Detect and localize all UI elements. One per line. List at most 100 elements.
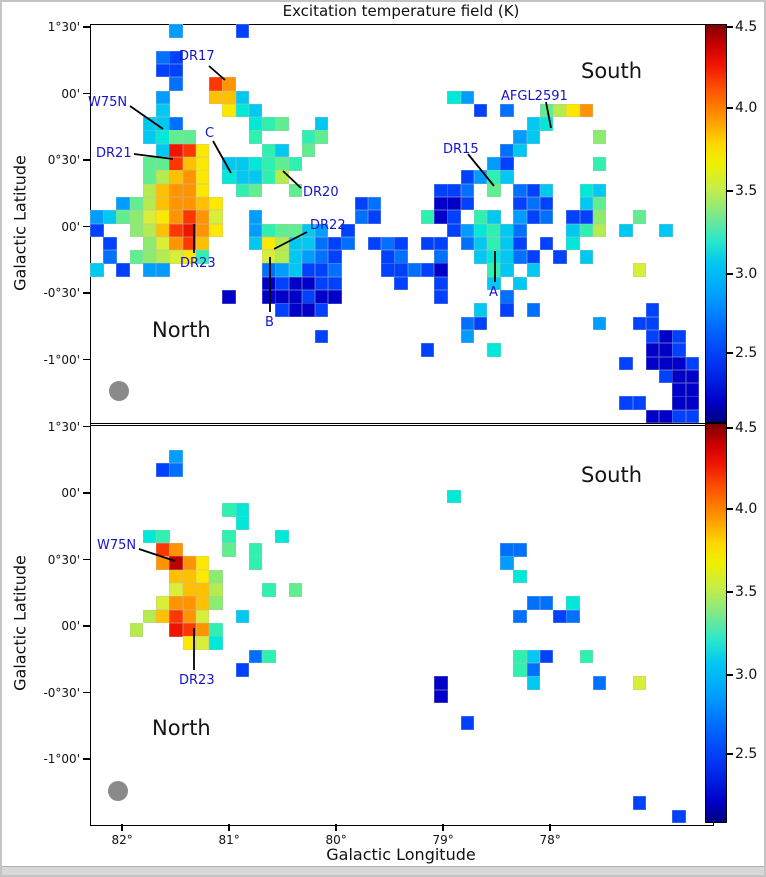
y-tick-mark: [83, 26, 90, 28]
heat-cell: [156, 183, 170, 198]
y-tick-mark: [83, 758, 90, 760]
heat-cell: [169, 596, 183, 610]
heat-cell: [328, 290, 342, 304]
heat-cell: [513, 236, 527, 251]
heat-cell: [142, 157, 157, 171]
heat-cell: [262, 236, 276, 251]
heat-cell: [262, 263, 276, 277]
annotation-label-w75n: W75N: [88, 95, 128, 110]
heat-cell: [513, 543, 527, 557]
heat-cell: [275, 236, 289, 251]
heat-cell: [262, 290, 276, 304]
heat-cell: [301, 303, 316, 317]
heat-cell: [619, 356, 633, 371]
heat-cell: [354, 196, 369, 211]
heat-cell: [434, 263, 448, 277]
heat-cell: [262, 583, 276, 597]
heat-cell: [539, 596, 554, 610]
heat-cell: [248, 543, 263, 557]
heat-cell: [434, 276, 448, 291]
x-tick-mark: [335, 824, 337, 831]
heat-cell: [142, 183, 157, 198]
heat-cell: [301, 276, 316, 291]
heat-cell: [381, 263, 395, 277]
heat-cell: [156, 143, 170, 158]
heat-cell: [500, 250, 514, 264]
heat-cell: [262, 223, 276, 238]
heat-cell: [235, 609, 250, 624]
heat-cell: [275, 276, 289, 291]
heat-cell: [103, 210, 117, 224]
heat-cell: [672, 356, 686, 371]
heat-cell: [566, 236, 580, 251]
heat-cell: [156, 130, 170, 144]
heat-cell: [301, 263, 316, 277]
heat-cell: [209, 596, 223, 610]
heat-cell: [526, 303, 541, 317]
heat-cell: [500, 143, 514, 158]
heat-cell: [672, 809, 686, 824]
heat-cell: [592, 316, 607, 331]
heat-cell: [209, 90, 223, 105]
heat-cell: [169, 449, 183, 464]
colorbar-tick-mark: [727, 508, 733, 510]
heat-cell: [288, 290, 303, 304]
heat-cell: [248, 236, 263, 251]
heat-cell: [182, 596, 197, 610]
colorbar-tick-mark: [727, 26, 733, 28]
heat-cell: [328, 276, 342, 291]
heat-cell: [169, 130, 183, 144]
heat-cell: [513, 223, 527, 238]
heat-cell: [539, 210, 554, 224]
heat-cell: [513, 250, 527, 264]
y-tick-mark: [83, 625, 90, 627]
x-tick-label: 82°: [111, 833, 133, 847]
heat-cell: [500, 157, 514, 171]
heat-cell: [288, 183, 303, 198]
y-tick-mark: [83, 292, 90, 294]
heat-cell: [169, 623, 183, 637]
heat-cell: [592, 157, 607, 171]
heat-cell: [129, 196, 144, 211]
heat-cell: [156, 609, 170, 624]
heat-cell: [592, 210, 607, 224]
annotation-label-w75n: W75N: [97, 538, 137, 553]
heat-cell: [645, 409, 660, 424]
heat-cell: [526, 130, 541, 144]
colorbar-bottom: [705, 423, 727, 823]
heat-cell: [235, 503, 250, 517]
heat-cell: [248, 170, 263, 184]
heat-cell: [156, 210, 170, 224]
heat-cell: [460, 170, 475, 184]
heat-cell: [592, 223, 607, 238]
heat-cell: [487, 263, 501, 277]
heat-cell: [447, 223, 461, 238]
colorbar-tick-label: 3.5: [735, 183, 758, 199]
heat-cell: [460, 236, 475, 251]
heat-cell: [314, 223, 329, 238]
x-tick-label: 80°: [325, 833, 347, 847]
heat-cell: [566, 103, 580, 118]
heat-cell: [381, 236, 395, 251]
y-tick-mark: [83, 92, 90, 95]
colorbar-tick-mark: [727, 753, 733, 755]
heat-cell: [487, 210, 501, 224]
heat-cell: [142, 236, 157, 251]
heat-cell: [169, 24, 183, 38]
heat-cell: [672, 329, 686, 344]
heat-cell: [129, 223, 144, 238]
heat-cell: [156, 117, 170, 131]
colorbar-tick-mark: [727, 190, 733, 192]
heat-cell: [169, 463, 183, 477]
heat-cell: [314, 117, 329, 131]
heat-cell: [434, 689, 448, 704]
y-tick-mark: [83, 492, 90, 494]
heat-cell: [553, 250, 567, 264]
heat-cell: [182, 236, 197, 251]
annotation-label-dr17: DR17: [179, 49, 215, 64]
heat-cell: [90, 263, 104, 277]
heat-cell: [341, 223, 355, 238]
heat-cell: [659, 409, 673, 424]
region-label-north: North: [152, 716, 211, 740]
heat-cell: [314, 276, 329, 291]
